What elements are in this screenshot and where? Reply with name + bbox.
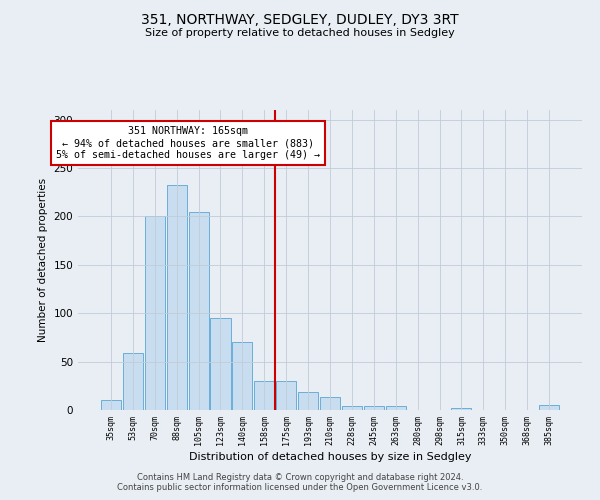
Bar (298, 392, 318, 410)
Bar (364, 406, 384, 410)
Bar (167, 184, 187, 410)
Bar (320, 398, 340, 410)
Bar (276, 381, 296, 410)
Text: Distribution of detached houses by size in Sedgley: Distribution of detached houses by size … (189, 452, 471, 462)
Bar (232, 342, 253, 410)
Bar (211, 318, 230, 410)
Bar (101, 400, 121, 410)
Bar (123, 353, 143, 410)
Bar (386, 406, 406, 410)
Y-axis label: Number of detached properties: Number of detached properties (38, 178, 48, 342)
Bar (539, 405, 559, 410)
Bar (145, 216, 165, 410)
Bar (451, 408, 472, 410)
Text: Size of property relative to detached houses in Sedgley: Size of property relative to detached ho… (145, 28, 455, 38)
Bar (342, 406, 362, 410)
Text: 351 NORTHWAY: 165sqm
← 94% of detached houses are smaller (883)
5% of semi-detac: 351 NORTHWAY: 165sqm ← 94% of detached h… (56, 126, 320, 160)
Text: Contains HM Land Registry data © Crown copyright and database right 2024.
Contai: Contains HM Land Registry data © Crown c… (118, 473, 482, 492)
Bar (188, 212, 209, 410)
Bar (254, 381, 274, 410)
Text: 351, NORTHWAY, SEDGLEY, DUDLEY, DY3 3RT: 351, NORTHWAY, SEDGLEY, DUDLEY, DY3 3RT (141, 12, 459, 26)
